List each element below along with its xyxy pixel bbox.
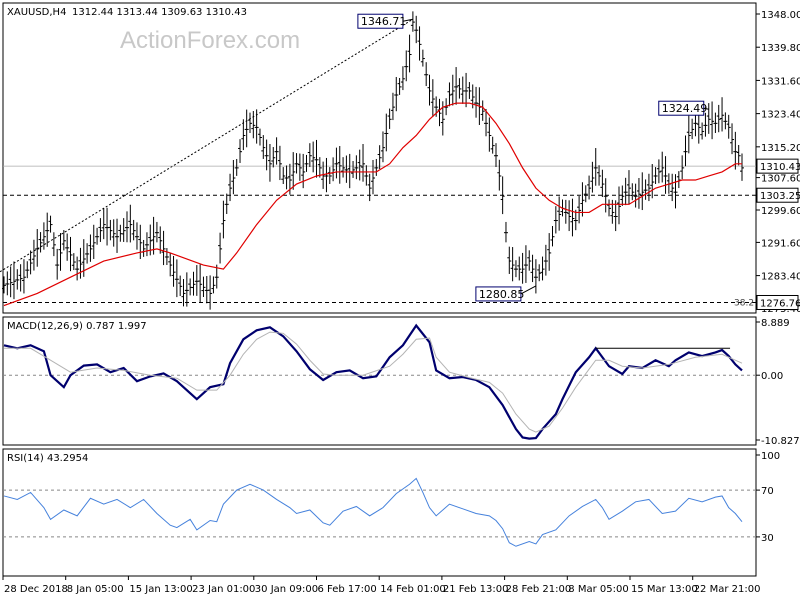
annotation-label: 1280.85 [479, 288, 525, 301]
watermark: ActionForex.com [120, 27, 300, 54]
x-tick-label: 21 Feb 13:00 [443, 584, 509, 595]
x-tick-label: 15 Jan 13:00 [129, 584, 192, 595]
macd-series-macd [3, 323, 743, 440]
price-y-tick-label: 1331.60 [761, 76, 800, 87]
price-y-tick-label: 1348.00 [761, 10, 800, 21]
trendline [0, 18, 414, 273]
macd-panel-frame [2, 316, 757, 446]
x-tick-label: 28 Feb 21:00 [506, 584, 572, 595]
level-tag-label: 1310.43 [760, 162, 800, 173]
macd-layer [3, 323, 756, 440]
x-tick-label: 23 Jan 01:00 [192, 584, 255, 595]
x-tick-label: 6 Feb 17:00 [318, 584, 377, 595]
macd-y-tick-label: 0.00 [761, 371, 783, 382]
rsi-y-tick-label: 30 [761, 533, 774, 544]
rsi-line [3, 477, 743, 547]
ohlc-label: 1312.44 1313.44 1309.63 1310.43 [72, 7, 247, 18]
level-note-2: 38.2 [734, 298, 754, 308]
x-tick-label: 22 Mar 21:00 [694, 584, 761, 595]
symbol-label: XAUUSD,H4 [7, 7, 66, 18]
price-y-tick-label: 1339.80 [761, 43, 800, 54]
rsi-panel-frame [2, 448, 757, 577]
macd-y-tick-label: -10.827 [761, 436, 800, 447]
price-layer: 38.2 1346.71 1324.49 1280.85 [0, 11, 756, 310]
x-tick-label: 28 Dec 2018 [4, 584, 68, 595]
price-y-tick-label: 1307.60 [761, 174, 800, 185]
annotation-leader [402, 18, 413, 22]
macd-title: MACD(12,26,9) 0.787 1.997 [7, 321, 147, 332]
rsi-title: RSI(14) 43.2954 [7, 453, 88, 464]
annotation-box [658, 100, 705, 116]
annotation-label: 1346.71 [361, 15, 407, 28]
price-y-tick-label: 1283.40 [761, 272, 800, 283]
annotation-box [475, 286, 522, 302]
annotation-label: 1324.49 [662, 102, 708, 115]
price-y-tick-label: 1315.20 [761, 143, 800, 154]
x-tick-label: 15 Mar 13:00 [631, 584, 698, 595]
x-tick-label: 8 Mar 05:00 [568, 584, 628, 595]
x-tick-label: 14 Feb 01:00 [380, 584, 446, 595]
price-y-tick-label: 1291.60 [761, 238, 800, 249]
rsi-y-tick-label: 70 [761, 486, 774, 497]
rsi-y-tick-label: 100 [761, 451, 780, 462]
x-tick-label: 8 Jan 05:00 [67, 584, 124, 595]
price-panel-frame [2, 2, 757, 314]
price-y-tick-label: 1323.40 [761, 110, 800, 121]
x-tick-label: 30 Jan 09:00 [255, 584, 318, 595]
ma-line [3, 102, 742, 307]
axis-layer: 1348.00 1339.80 1331.60 1323.40 1315.20 1307.… [2, 10, 800, 595]
macd-y-tick-label: 8.889 [761, 318, 790, 329]
level-tag-label: 1303.25 [760, 191, 800, 202]
level-tag-box [756, 187, 799, 203]
rsi-layer [3, 477, 756, 547]
macd-series-signal [4, 331, 743, 433]
level-tag-box [756, 294, 799, 310]
annotation-box [357, 13, 404, 29]
level-tag-label: 1276.76 [760, 298, 800, 309]
level-tag-box [756, 158, 799, 174]
annotation-leader [520, 285, 537, 295]
annotation-leader [703, 107, 709, 110]
price-y-tick-label: 1299.60 [761, 206, 800, 217]
